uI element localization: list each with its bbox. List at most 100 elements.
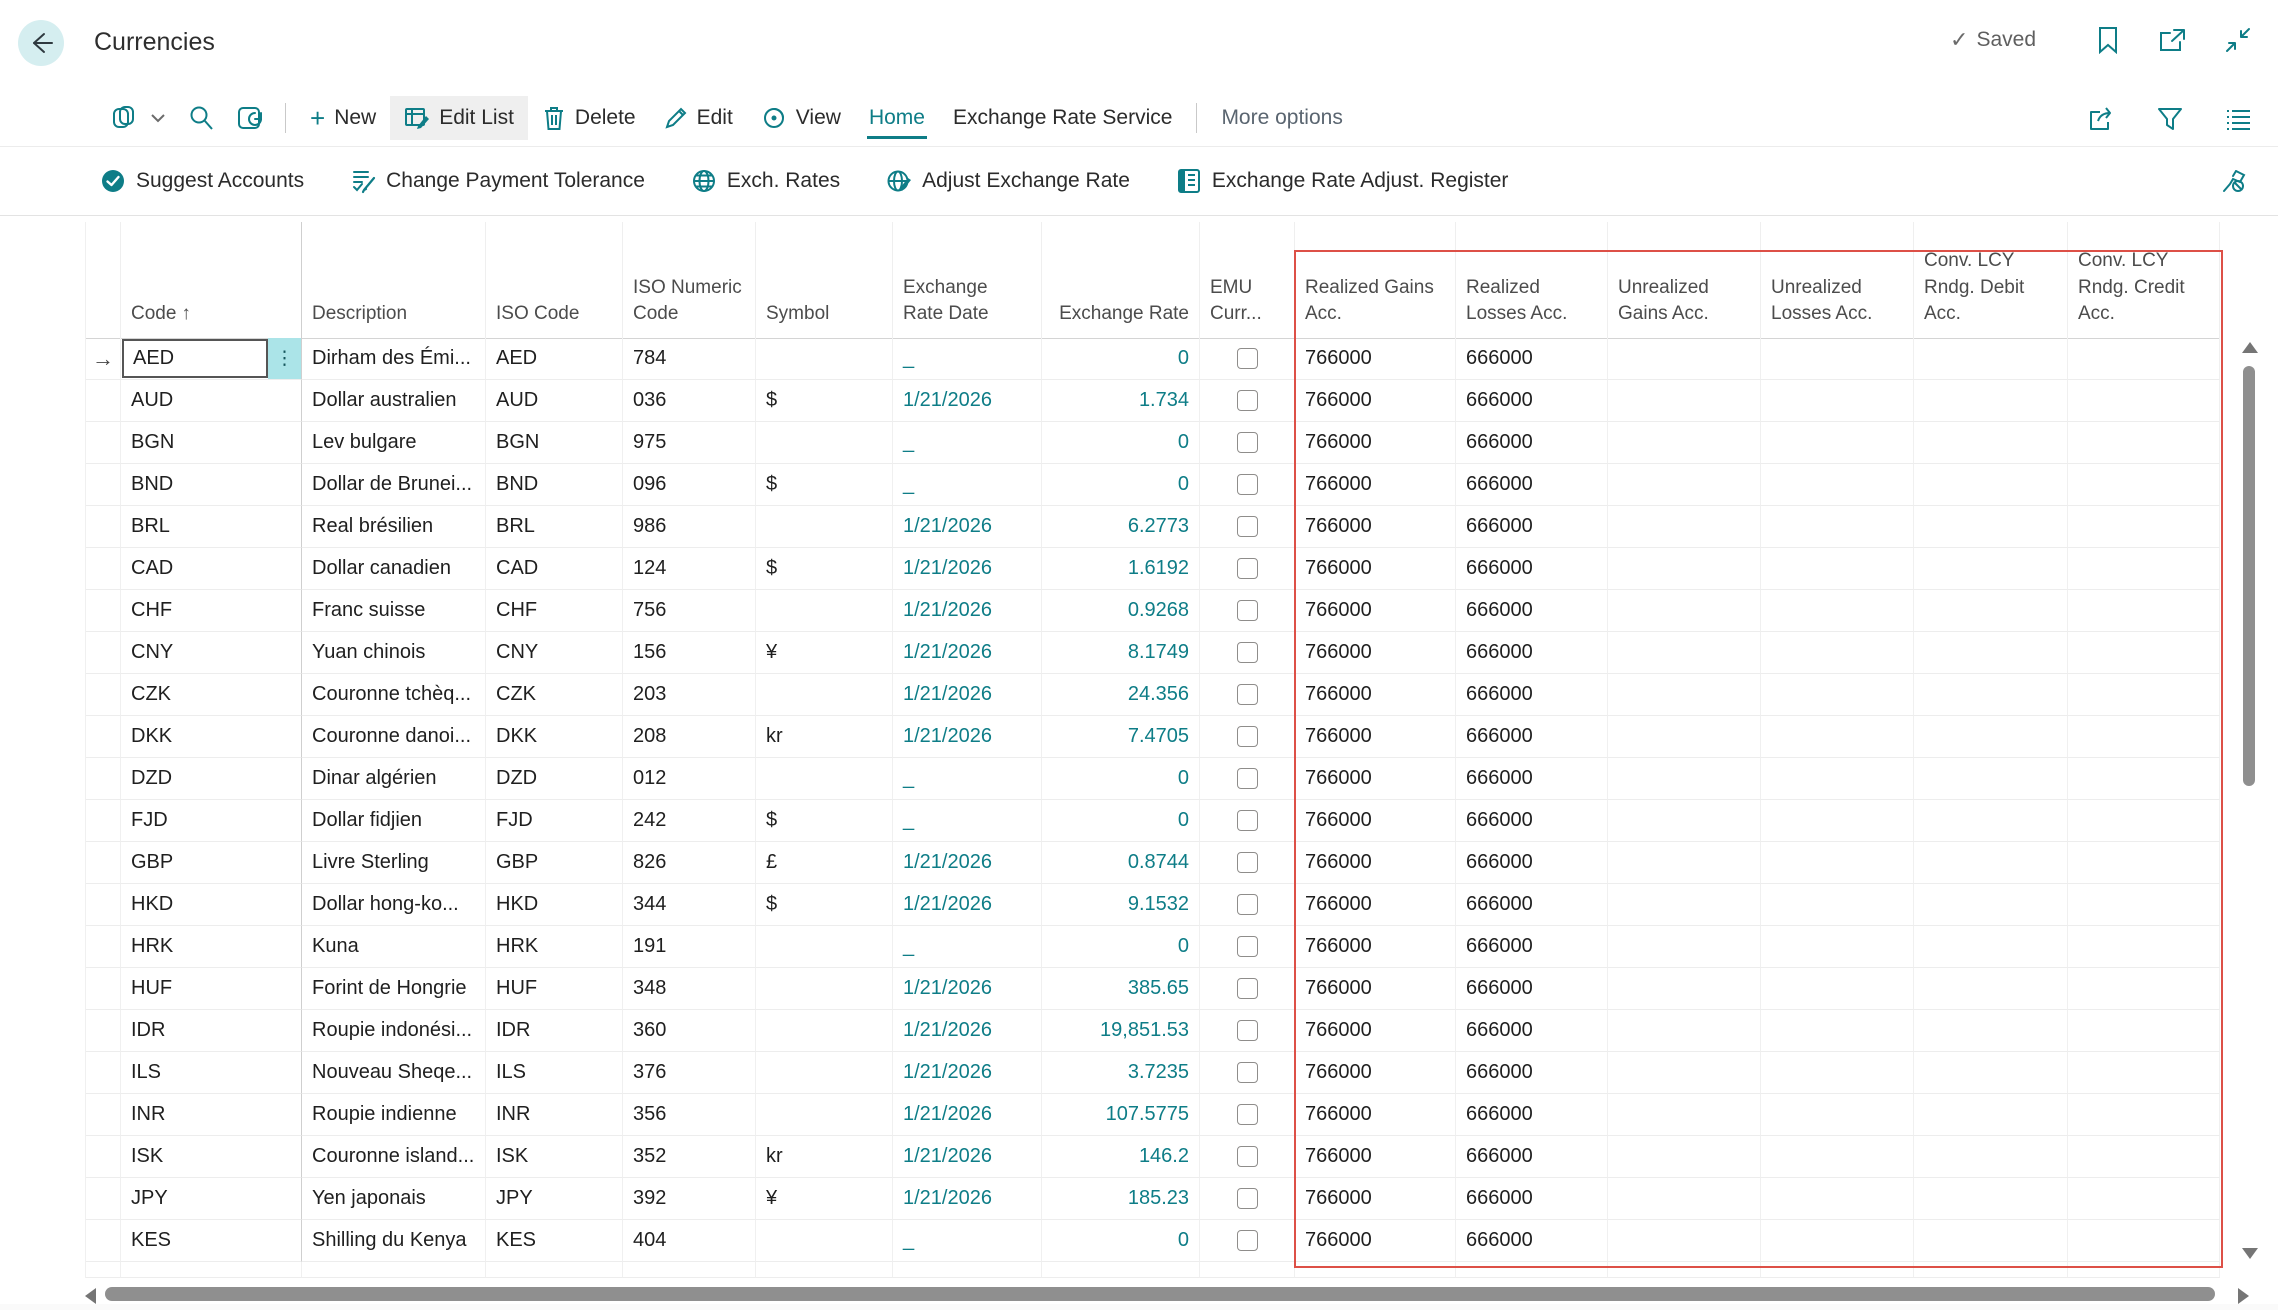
- conv-lcy-rndg-debit-acc-cell[interactable]: [1914, 968, 2068, 1010]
- column-header-exchange-rate[interactable]: Exchange Rate: [1042, 222, 1200, 338]
- realized-losses-acc-cell[interactable]: 666000: [1456, 716, 1608, 758]
- exchange-rate-cell[interactable]: 0: [1042, 1220, 1200, 1262]
- emu-currency-cell[interactable]: [1200, 884, 1295, 926]
- exchange-rate-date-link[interactable]: 1/21/2026: [903, 1061, 992, 1083]
- code-cell[interactable]: AUD: [121, 380, 302, 422]
- exchange-rate-date-cell[interactable]: 1/21/2026: [893, 842, 1042, 884]
- table-row[interactable]: HRK Kuna HRK 191 _ 0 766000 666000: [86, 926, 2220, 968]
- exchange-rate-date-link[interactable]: 1/21/2026: [903, 1187, 992, 1209]
- iso-numeric-code-cell[interactable]: 404: [623, 1220, 756, 1262]
- exchange-rate-date-cell[interactable]: 1/21/2026: [893, 548, 1042, 590]
- iso-numeric-code-cell[interactable]: 191: [623, 926, 756, 968]
- empty-date-indicator[interactable]: _: [903, 473, 915, 495]
- iso-code-cell[interactable]: HRK: [486, 926, 623, 968]
- iso-code-cell[interactable]: BRL: [486, 506, 623, 548]
- exchange-rate-date-link[interactable]: 1/21/2026: [903, 1019, 992, 1041]
- code-cell[interactable]: ILS: [121, 1052, 302, 1094]
- row-selector-cell[interactable]: [86, 1010, 121, 1052]
- code-cell[interactable]: CNY: [121, 632, 302, 674]
- code-cell[interactable]: BRL: [121, 506, 302, 548]
- realized-gains-acc-cell[interactable]: 766000: [1295, 338, 1456, 380]
- exchange-rate-link[interactable]: 0: [1177, 347, 1189, 369]
- row-selector-cell[interactable]: [86, 464, 121, 506]
- description-cell[interactable]: Yuan chinois: [302, 632, 486, 674]
- exchange-rate-cell[interactable]: 19,851.53: [1042, 1010, 1200, 1052]
- description-cell[interactable]: Dollar de Brunei...: [302, 464, 486, 506]
- empty-date-indicator[interactable]: _: [903, 935, 915, 957]
- exchange-rate-date-cell[interactable]: _: [893, 338, 1042, 380]
- iso-numeric-code-cell[interactable]: 356: [623, 1094, 756, 1136]
- conv-lcy-rndg-debit-acc-cell[interactable]: [1914, 842, 2068, 884]
- symbol-cell[interactable]: ¥: [756, 632, 893, 674]
- adjust-exchange-rate-button[interactable]: Adjust Exchange Rate: [886, 168, 1130, 194]
- exchange-rate-date-cell[interactable]: 1/21/2026: [893, 1010, 1042, 1052]
- conv-lcy-rndg-debit-acc-cell[interactable]: [1914, 506, 2068, 548]
- code-cell[interactable]: FJD: [121, 800, 302, 842]
- symbol-cell[interactable]: [756, 422, 893, 464]
- table-row[interactable]: BND Dollar de Brunei... BND 096 $ _ 0 766000 666…: [86, 464, 2220, 506]
- scroll-right-arrow[interactable]: [2238, 1288, 2249, 1304]
- exchange-rate-link[interactable]: 0: [1177, 767, 1189, 789]
- row-selector-cell[interactable]: [86, 548, 121, 590]
- iso-code-cell[interactable]: AUD: [486, 380, 623, 422]
- conv-lcy-rndg-credit-acc-cell[interactable]: [2068, 968, 2220, 1010]
- column-header-iso-numeric-code[interactable]: ISO Numeric Code: [623, 222, 756, 338]
- emu-currency-cell[interactable]: [1200, 548, 1295, 590]
- symbol-cell[interactable]: $: [756, 380, 893, 422]
- iso-numeric-code-cell[interactable]: 208: [623, 716, 756, 758]
- table-row[interactable]: AUD Dollar australien AUD 036 $1/21/2026 1.73…: [86, 380, 2220, 422]
- emu-checkbox[interactable]: [1236, 1104, 1258, 1125]
- conv-lcy-rndg-debit-acc-cell[interactable]: [1914, 590, 2068, 632]
- code-cell[interactable]: IDR: [121, 1010, 302, 1052]
- emu-checkbox[interactable]: [1236, 348, 1258, 369]
- iso-numeric-code-cell[interactable]: 392: [623, 1178, 756, 1220]
- row-selector-cell[interactable]: [86, 800, 121, 842]
- open-in-new-window-button[interactable]: [2158, 27, 2186, 53]
- emu-currency-cell[interactable]: [1200, 758, 1295, 800]
- exchange-rate-link[interactable]: 6.2773: [1127, 515, 1189, 537]
- conv-lcy-rndg-debit-acc-cell[interactable]: [1914, 800, 2068, 842]
- realized-losses-acc-cell[interactable]: 666000: [1456, 1094, 1608, 1136]
- code-cell[interactable]: BND: [121, 464, 302, 506]
- exchange-rate-date-link[interactable]: 1/21/2026: [903, 977, 992, 999]
- table-row[interactable]: CNY Yuan chinois CNY 156 ¥1/21/2026 8.1749 766…: [86, 632, 2220, 674]
- exchange-rate-cell[interactable]: 3.7235: [1042, 1052, 1200, 1094]
- exchange-rate-link[interactable]: 0: [1177, 1229, 1189, 1251]
- exchange-rate-link[interactable]: 0.8744: [1127, 851, 1189, 873]
- exchange-rate-link[interactable]: 146.2: [1138, 1145, 1189, 1167]
- iso-code-cell[interactable]: CAD: [486, 548, 623, 590]
- exchange-rate-date-link[interactable]: 1/21/2026: [903, 893, 992, 915]
- iso-code-cell[interactable]: CZK: [486, 674, 623, 716]
- exchange-rate-adjust-register-button[interactable]: Exchange Rate Adjust. Register: [1176, 168, 1508, 194]
- exchange-rate-date-cell[interactable]: 1/21/2026: [893, 1178, 1042, 1220]
- conv-lcy-rndg-credit-acc-cell[interactable]: [2068, 338, 2220, 380]
- emu-currency-cell[interactable]: [1200, 422, 1295, 464]
- table-row[interactable]: → AED ⋮ Dirham des Émi... AED 784 _ 0 766000 6660…: [86, 338, 2220, 380]
- unrealized-losses-acc-cell[interactable]: [1761, 884, 1914, 926]
- emu-checkbox[interactable]: [1236, 1188, 1258, 1209]
- realized-losses-acc-cell[interactable]: 666000: [1456, 1010, 1608, 1052]
- tab-home[interactable]: Home: [855, 96, 939, 140]
- conv-lcy-rndg-credit-acc-cell[interactable]: [2068, 548, 2220, 590]
- realized-losses-acc-cell[interactable]: 666000: [1456, 1220, 1608, 1262]
- description-cell[interactable]: Dinar algérien: [302, 758, 486, 800]
- unrealized-gains-acc-cell[interactable]: [1608, 1220, 1761, 1262]
- realized-gains-acc-cell[interactable]: 766000: [1295, 380, 1456, 422]
- symbol-cell[interactable]: $: [756, 464, 893, 506]
- conv-lcy-rndg-debit-acc-cell[interactable]: [1914, 758, 2068, 800]
- iso-code-cell[interactable]: IDR: [486, 1010, 623, 1052]
- column-header-emu-currency[interactable]: EMU Curr...: [1200, 222, 1295, 338]
- exchange-rate-cell[interactable]: 0: [1042, 926, 1200, 968]
- iso-numeric-code-cell[interactable]: 986: [623, 506, 756, 548]
- realized-gains-acc-cell[interactable]: 766000: [1295, 716, 1456, 758]
- exchange-rate-date-cell[interactable]: 1/21/2026: [893, 968, 1042, 1010]
- iso-code-cell[interactable]: ILS: [486, 1052, 623, 1094]
- views-button[interactable]: [100, 96, 177, 140]
- unrealized-gains-acc-cell[interactable]: [1608, 842, 1761, 884]
- iso-numeric-code-cell[interactable]: 352: [623, 1136, 756, 1178]
- conv-lcy-rndg-credit-acc-cell[interactable]: [2068, 674, 2220, 716]
- row-selector-cell[interactable]: →: [86, 338, 121, 380]
- emu-currency-cell[interactable]: [1200, 968, 1295, 1010]
- exchange-rate-date-cell[interactable]: 1/21/2026: [893, 506, 1042, 548]
- realized-gains-acc-cell[interactable]: 766000: [1295, 464, 1456, 506]
